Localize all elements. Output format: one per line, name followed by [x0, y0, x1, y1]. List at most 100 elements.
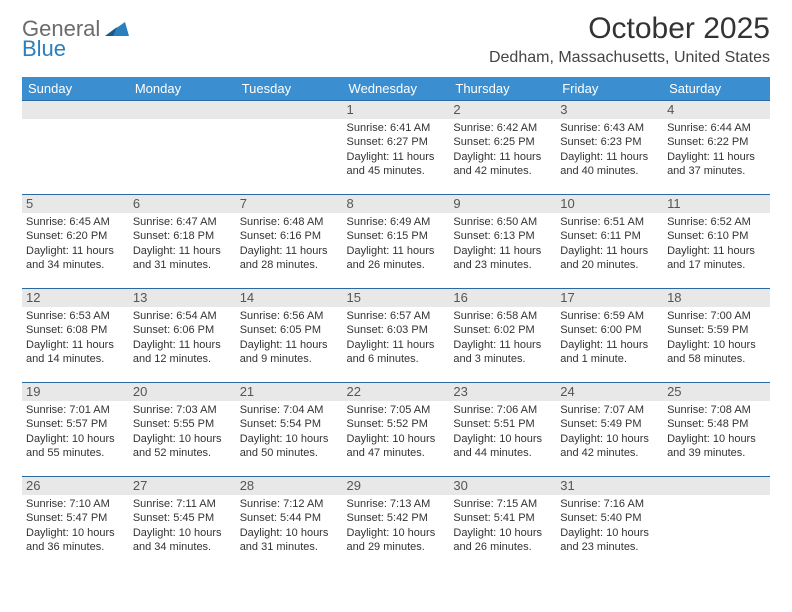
date-number: 7 — [236, 195, 343, 213]
day-header: Sunday — [22, 77, 129, 100]
daylight-text: Daylight: 10 hours and 34 minutes. — [133, 526, 232, 555]
sunset-text: Sunset: 6:18 PM — [133, 229, 232, 243]
date-number: 1 — [343, 101, 450, 119]
sunset-text: Sunset: 5:47 PM — [26, 511, 125, 525]
daylight-text: Daylight: 11 hours and 1 minute. — [560, 338, 659, 367]
sunrise-text: Sunrise: 7:03 AM — [133, 403, 232, 417]
cell-body: Sunrise: 6:52 AMSunset: 6:10 PMDaylight:… — [663, 213, 770, 276]
cell-body: Sunrise: 6:41 AMSunset: 6:27 PMDaylight:… — [343, 119, 450, 182]
cell-body: Sunrise: 6:42 AMSunset: 6:25 PMDaylight:… — [449, 119, 556, 182]
cell-inner: 6Sunrise: 6:47 AMSunset: 6:18 PMDaylight… — [129, 194, 236, 288]
date-number: 4 — [663, 101, 770, 119]
date-bar — [663, 477, 770, 495]
cell-body: Sunrise: 7:06 AMSunset: 5:51 PMDaylight:… — [449, 401, 556, 464]
cell-inner — [236, 100, 343, 194]
sunrise-text: Sunrise: 7:11 AM — [133, 497, 232, 511]
cell-inner: 14Sunrise: 6:56 AMSunset: 6:05 PMDayligh… — [236, 288, 343, 382]
cell-body: Sunrise: 6:51 AMSunset: 6:11 PMDaylight:… — [556, 213, 663, 276]
cell-inner: 4Sunrise: 6:44 AMSunset: 6:22 PMDaylight… — [663, 100, 770, 194]
daylight-text: Daylight: 11 hours and 20 minutes. — [560, 244, 659, 273]
calendar-table: SundayMondayTuesdayWednesdayThursdayFrid… — [22, 77, 770, 570]
date-number: 3 — [556, 101, 663, 119]
calendar-week-row: 1Sunrise: 6:41 AMSunset: 6:27 PMDaylight… — [22, 100, 770, 194]
date-number: 29 — [343, 477, 450, 495]
date-number: 24 — [556, 383, 663, 401]
cell-inner: 9Sunrise: 6:50 AMSunset: 6:13 PMDaylight… — [449, 194, 556, 288]
calendar-cell: 26Sunrise: 7:10 AMSunset: 5:47 PMDayligh… — [22, 476, 129, 570]
daylight-text: Daylight: 11 hours and 3 minutes. — [453, 338, 552, 367]
sunrise-text: Sunrise: 6:44 AM — [667, 121, 766, 135]
cell-body: Sunrise: 7:04 AMSunset: 5:54 PMDaylight:… — [236, 401, 343, 464]
date-number: 5 — [22, 195, 129, 213]
cell-inner: 29Sunrise: 7:13 AMSunset: 5:42 PMDayligh… — [343, 476, 450, 570]
sunrise-text: Sunrise: 6:50 AM — [453, 215, 552, 229]
daylight-text: Daylight: 11 hours and 34 minutes. — [26, 244, 125, 273]
sunrise-text: Sunrise: 7:10 AM — [26, 497, 125, 511]
month-title: October 2025 — [489, 12, 770, 45]
sunrise-text: Sunrise: 7:04 AM — [240, 403, 339, 417]
cell-inner: 13Sunrise: 6:54 AMSunset: 6:06 PMDayligh… — [129, 288, 236, 382]
calendar-cell: 30Sunrise: 7:15 AMSunset: 5:41 PMDayligh… — [449, 476, 556, 570]
cell-body: Sunrise: 6:47 AMSunset: 6:18 PMDaylight:… — [129, 213, 236, 276]
sunset-text: Sunset: 6:05 PM — [240, 323, 339, 337]
cell-body: Sunrise: 7:13 AMSunset: 5:42 PMDaylight:… — [343, 495, 450, 558]
sunset-text: Sunset: 5:45 PM — [133, 511, 232, 525]
daylight-text: Daylight: 11 hours and 42 minutes. — [453, 150, 552, 179]
calendar-cell: 15Sunrise: 6:57 AMSunset: 6:03 PMDayligh… — [343, 288, 450, 382]
calendar-cell: 28Sunrise: 7:12 AMSunset: 5:44 PMDayligh… — [236, 476, 343, 570]
cell-body: Sunrise: 6:57 AMSunset: 6:03 PMDaylight:… — [343, 307, 450, 370]
cell-inner: 3Sunrise: 6:43 AMSunset: 6:23 PMDaylight… — [556, 100, 663, 194]
cell-body: Sunrise: 7:01 AMSunset: 5:57 PMDaylight:… — [22, 401, 129, 464]
cell-body: Sunrise: 6:45 AMSunset: 6:20 PMDaylight:… — [22, 213, 129, 276]
date-number: 25 — [663, 383, 770, 401]
sunset-text: Sunset: 6:22 PM — [667, 135, 766, 149]
calendar-week-row: 5Sunrise: 6:45 AMSunset: 6:20 PMDaylight… — [22, 194, 770, 288]
date-number: 10 — [556, 195, 663, 213]
day-header: Thursday — [449, 77, 556, 100]
cell-inner: 8Sunrise: 6:49 AMSunset: 6:15 PMDaylight… — [343, 194, 450, 288]
sunset-text: Sunset: 5:54 PM — [240, 417, 339, 431]
sunset-text: Sunset: 5:57 PM — [26, 417, 125, 431]
sunset-text: Sunset: 5:49 PM — [560, 417, 659, 431]
title-block: October 2025 Dedham, Massachusetts, Unit… — [489, 12, 770, 67]
sunrise-text: Sunrise: 6:45 AM — [26, 215, 125, 229]
cell-inner: 17Sunrise: 6:59 AMSunset: 6:00 PMDayligh… — [556, 288, 663, 382]
sunset-text: Sunset: 5:41 PM — [453, 511, 552, 525]
cell-body: Sunrise: 6:59 AMSunset: 6:00 PMDaylight:… — [556, 307, 663, 370]
calendar-week-row: 26Sunrise: 7:10 AMSunset: 5:47 PMDayligh… — [22, 476, 770, 570]
calendar-cell: 10Sunrise: 6:51 AMSunset: 6:11 PMDayligh… — [556, 194, 663, 288]
sunset-text: Sunset: 6:00 PM — [560, 323, 659, 337]
date-number: 19 — [22, 383, 129, 401]
cell-inner — [22, 100, 129, 194]
date-number: 22 — [343, 383, 450, 401]
cell-body: Sunrise: 6:50 AMSunset: 6:13 PMDaylight:… — [449, 213, 556, 276]
page: General Blue October 2025 Dedham, Massac… — [0, 0, 792, 570]
calendar-cell: 2Sunrise: 6:42 AMSunset: 6:25 PMDaylight… — [449, 100, 556, 194]
date-number: 21 — [236, 383, 343, 401]
daylight-text: Daylight: 11 hours and 26 minutes. — [347, 244, 446, 273]
sunrise-text: Sunrise: 6:57 AM — [347, 309, 446, 323]
sunrise-text: Sunrise: 7:12 AM — [240, 497, 339, 511]
cell-inner: 31Sunrise: 7:16 AMSunset: 5:40 PMDayligh… — [556, 476, 663, 570]
calendar-cell: 24Sunrise: 7:07 AMSunset: 5:49 PMDayligh… — [556, 382, 663, 476]
cell-inner — [129, 100, 236, 194]
location: Dedham, Massachusetts, United States — [489, 49, 770, 67]
sunrise-text: Sunrise: 7:01 AM — [26, 403, 125, 417]
cell-body: Sunrise: 7:10 AMSunset: 5:47 PMDaylight:… — [22, 495, 129, 558]
sunrise-text: Sunrise: 6:59 AM — [560, 309, 659, 323]
date-number: 23 — [449, 383, 556, 401]
calendar-cell: 22Sunrise: 7:05 AMSunset: 5:52 PMDayligh… — [343, 382, 450, 476]
daylight-text: Daylight: 10 hours and 23 minutes. — [560, 526, 659, 555]
date-number: 2 — [449, 101, 556, 119]
cell-inner: 15Sunrise: 6:57 AMSunset: 6:03 PMDayligh… — [343, 288, 450, 382]
calendar-cell: 6Sunrise: 6:47 AMSunset: 6:18 PMDaylight… — [129, 194, 236, 288]
daylight-text: Daylight: 11 hours and 28 minutes. — [240, 244, 339, 273]
sunrise-text: Sunrise: 7:06 AM — [453, 403, 552, 417]
daylight-text: Daylight: 10 hours and 55 minutes. — [26, 432, 125, 461]
daylight-text: Daylight: 11 hours and 40 minutes. — [560, 150, 659, 179]
cell-inner: 24Sunrise: 7:07 AMSunset: 5:49 PMDayligh… — [556, 382, 663, 476]
sunrise-text: Sunrise: 6:49 AM — [347, 215, 446, 229]
days-of-week-row: SundayMondayTuesdayWednesdayThursdayFrid… — [22, 77, 770, 100]
date-number: 27 — [129, 477, 236, 495]
calendar-head: SundayMondayTuesdayWednesdayThursdayFrid… — [22, 77, 770, 100]
